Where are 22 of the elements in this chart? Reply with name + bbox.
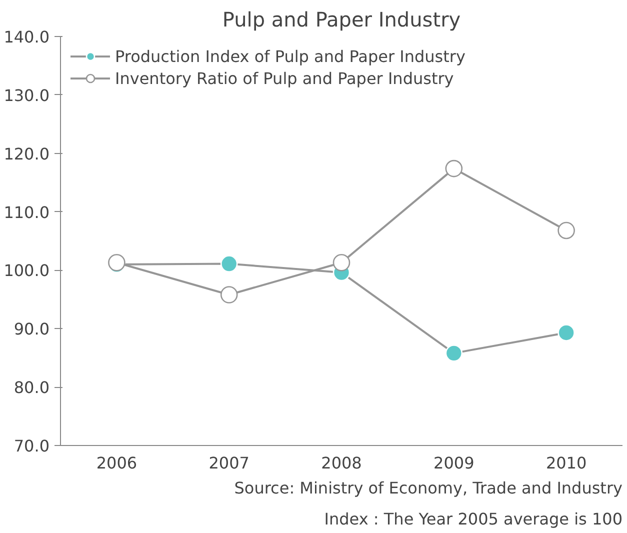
y-tick-label: 110.0 [4, 202, 50, 222]
point [220, 255, 238, 272]
x-tick-label: 2008 [321, 454, 362, 472]
point [332, 254, 350, 272]
y-tick-label: 120.0 [4, 144, 50, 164]
x-tick-label: 2007 [208, 454, 250, 472]
text: Index : The Year 2005 average is 100 [324, 510, 623, 528]
point [445, 344, 463, 362]
y-tick-label: 100.0 [4, 261, 50, 280]
point [558, 324, 575, 342]
y-tick-label: 130.0 [4, 86, 50, 105]
source-note: Source: Ministry of Economy, Trade and Industry [234, 478, 623, 498]
legend-label: Inventory Ratio of Pulp and Paper Industry [115, 68, 454, 88]
x-tick-label: 2006 [96, 454, 138, 472]
y-tick-label: 90.0 [14, 320, 50, 339]
y-tick-label: 80.0 [14, 378, 50, 398]
legend-label: Production Index of Pulp and Paper Industry [115, 46, 466, 66]
x-tick-label: 2010 [546, 454, 587, 472]
x-tick-label: 2009 [434, 454, 474, 472]
chart-title: Pulp and Paper Industry [222, 8, 461, 32]
y-tick-label: 140.0 [4, 28, 50, 46]
y-tick-label: 70.0 [14, 436, 50, 456]
